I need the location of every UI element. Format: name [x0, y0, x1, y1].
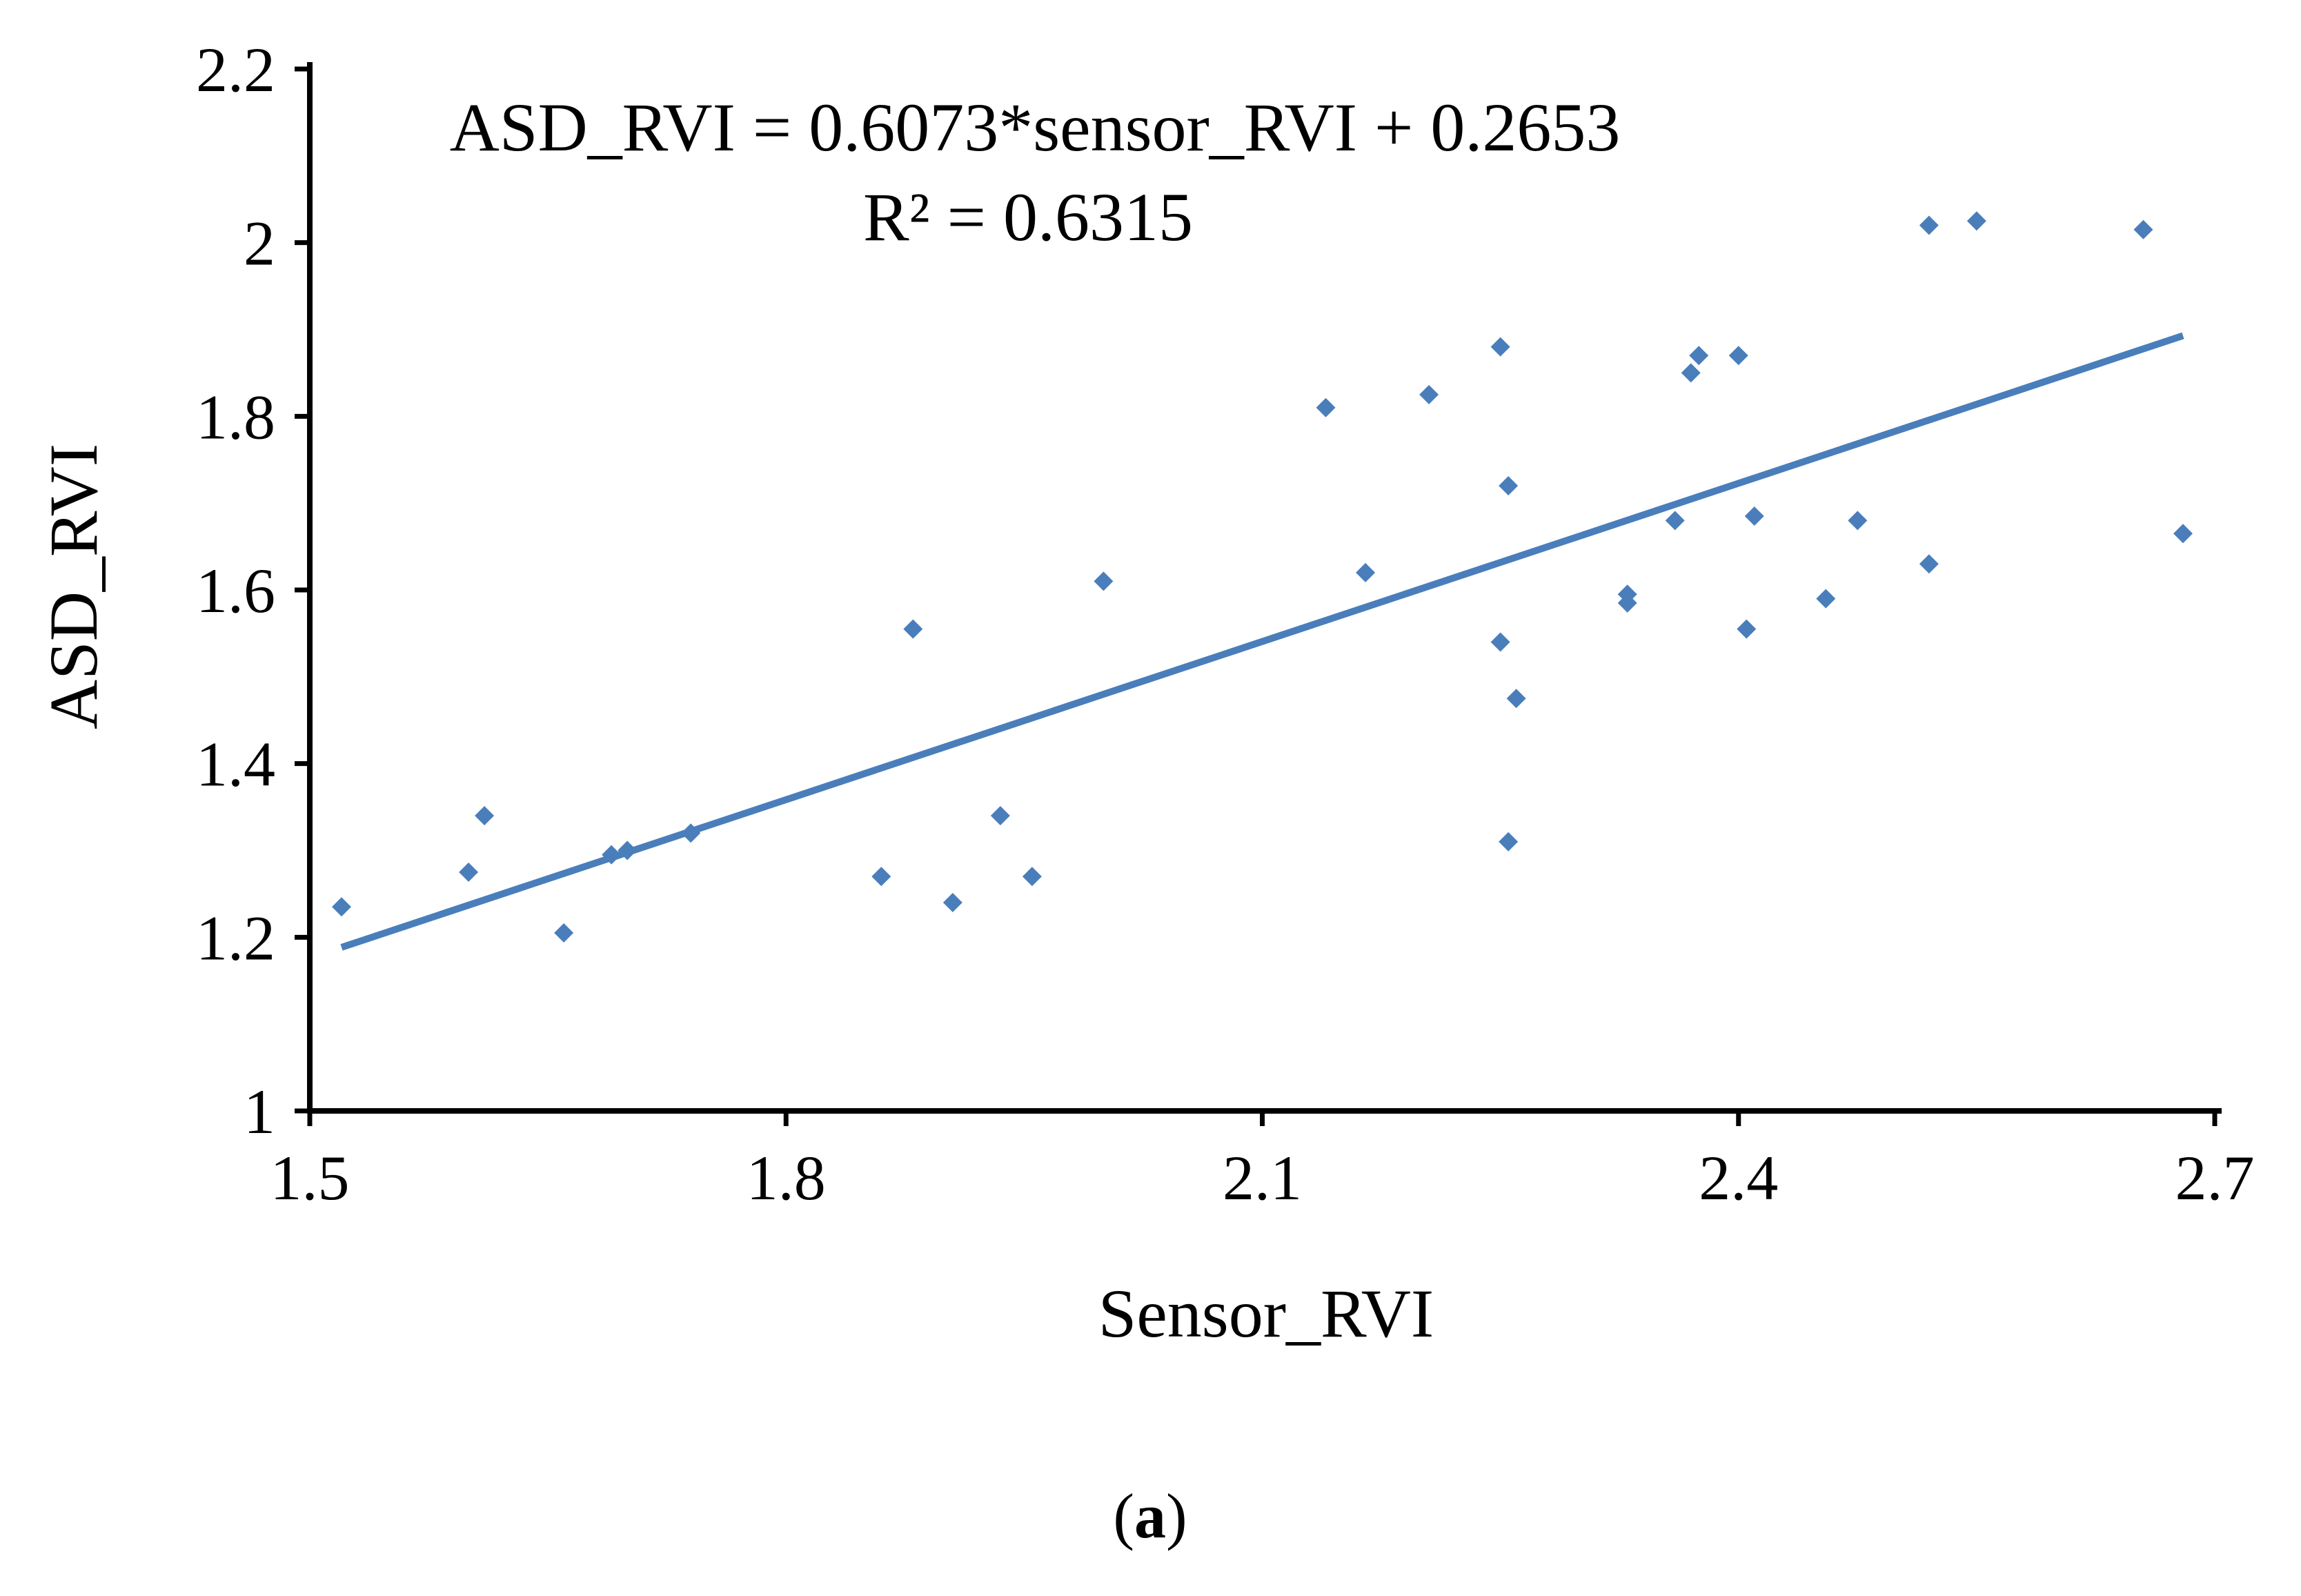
data-point	[1499, 476, 1519, 495]
data-point	[1506, 689, 1526, 709]
data-point	[990, 806, 1010, 826]
caption-label: a	[1134, 1481, 1166, 1551]
trendline	[340, 332, 2184, 951]
r-squared-label: R² = 0.6315	[863, 179, 1193, 255]
x-tick-label: 2.4	[1699, 1143, 1778, 1213]
data-point	[1737, 619, 1757, 639]
data-point	[332, 897, 352, 917]
data-point	[942, 893, 962, 912]
y-axis-ticks: 1 1.2 1.4 1.6 1.8 2 2.2	[196, 35, 310, 1147]
data-point	[1744, 506, 1764, 526]
data-point	[1490, 632, 1510, 652]
x-tick-label: 1.5	[270, 1143, 350, 1213]
data-point	[1419, 384, 1439, 404]
data-point	[1490, 337, 1510, 357]
x-tick-label: 2.7	[2175, 1143, 2255, 1213]
data-point	[554, 923, 574, 943]
caption-open-paren: (	[1113, 1481, 1134, 1551]
chart-marks	[332, 211, 2193, 951]
x-tick-label: 2.1	[1223, 1143, 1302, 1213]
data-point	[618, 840, 638, 860]
data-point	[681, 823, 701, 843]
data-point	[1848, 511, 1868, 531]
data-point	[1094, 571, 1114, 591]
y-axis-title: ASD_RVI	[35, 444, 112, 729]
y-tick-label: 1.2	[196, 903, 275, 973]
data-point	[1816, 589, 1836, 609]
data-point	[903, 619, 923, 639]
data-point	[1681, 363, 1701, 383]
y-tick-label: 1.8	[196, 382, 275, 452]
x-tick-label: 1.8	[747, 1143, 826, 1213]
data-point	[1919, 215, 1939, 235]
caption-close-paren: )	[1166, 1481, 1187, 1551]
figure-caption: (a)	[1113, 1481, 1187, 1551]
data-point	[475, 806, 495, 826]
data-point	[2133, 219, 2153, 239]
x-axis-title: Sensor_RVI	[1098, 1275, 1434, 1352]
y-tick-label: 1.6	[196, 555, 275, 626]
data-point	[1617, 593, 1637, 613]
data-point	[1022, 867, 1042, 887]
data-point	[1689, 346, 1709, 366]
data-point	[459, 862, 479, 882]
y-tick-label: 1.4	[196, 729, 275, 800]
y-tick-label: 2	[244, 208, 275, 279]
data-point	[1728, 346, 1748, 366]
x-axis-ticks: 1.5 1.8 2.1 2.4 2.7	[270, 1111, 2255, 1213]
data-point	[871, 867, 891, 887]
data-point	[1919, 554, 1939, 574]
y-tick-label: 1	[244, 1076, 275, 1147]
data-point	[1499, 831, 1519, 851]
data-point	[602, 845, 622, 865]
data-point	[1316, 397, 1336, 417]
data-point	[1665, 511, 1685, 531]
regression-equation: ASD_RVI = 0.6073*sensor_RVI + 0.2653	[450, 89, 1621, 166]
data-point	[1966, 211, 1986, 231]
data-point	[2173, 524, 2193, 544]
data-point	[1356, 562, 1376, 582]
y-tick-label: 2.2	[196, 35, 275, 105]
